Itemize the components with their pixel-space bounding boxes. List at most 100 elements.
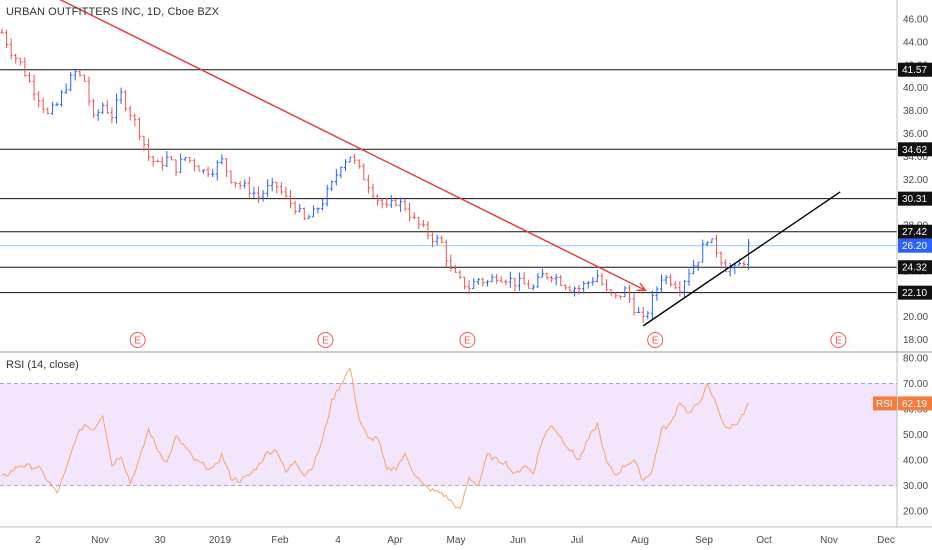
ohlc-bar	[719, 251, 723, 267]
ohlc-bar	[238, 181, 242, 190]
earnings-label: E	[652, 336, 659, 347]
ohlc-bar	[499, 276, 503, 283]
ohlc-bar	[266, 179, 270, 198]
ohlc-bar	[233, 181, 238, 188]
ohlc-bar	[55, 102, 59, 107]
ohlc-bar	[550, 275, 554, 283]
ohlc-bar	[211, 168, 215, 178]
ohlc-bar	[490, 273, 494, 283]
ohlc-bar	[215, 160, 219, 181]
ohlc-bar	[128, 105, 132, 121]
ohlc-bar	[641, 306, 645, 323]
ohlc-bar	[165, 151, 169, 168]
ohlc-bar	[348, 156, 352, 163]
ohlc-bar	[293, 200, 297, 215]
ohlc-bar	[41, 97, 45, 114]
earnings-circle	[647, 332, 664, 348]
ohlc-bar	[504, 279, 508, 285]
ohlc-bar	[389, 194, 393, 208]
price-tick-label: 18.00	[903, 335, 928, 346]
level-tag	[898, 285, 932, 300]
ohlc-bar	[481, 277, 485, 287]
ohlc-bar	[687, 268, 691, 286]
ohlc-bar	[46, 107, 50, 115]
earnings-marker: E	[647, 332, 664, 348]
downtrend-line	[59, 0, 646, 291]
ohlc-bar	[531, 284, 535, 291]
ohlc-bar	[430, 232, 435, 248]
ohlc-bar	[37, 91, 41, 108]
ohlc-bar	[32, 74, 36, 101]
rsi-tick-label: 50.00	[903, 430, 928, 441]
level-tag	[898, 224, 932, 239]
last-price-tag	[898, 238, 932, 253]
time-tick-label: Oct	[756, 535, 772, 546]
ohlc-bar	[659, 274, 664, 293]
price-tick-label: 46.00	[903, 15, 928, 26]
ohlc-bar	[69, 71, 73, 92]
ohlc-bar	[426, 221, 430, 240]
ohlc-bar	[559, 275, 563, 286]
ohlc-bar	[417, 216, 421, 230]
horizontal-levels	[0, 69, 897, 294]
ohlc-bar	[298, 204, 302, 213]
price-tick-label: 34.00	[903, 152, 928, 163]
ohlc-bar	[321, 198, 325, 211]
ohlc-bar	[733, 263, 737, 275]
earnings-marker: E	[830, 332, 847, 348]
ohlc-bar	[14, 53, 18, 64]
ohlc-bar	[517, 272, 522, 291]
downtrend-arrowhead	[636, 282, 647, 292]
rsi-value-tag	[898, 396, 932, 411]
ohlc-bar	[311, 205, 316, 218]
ohlc-bar	[343, 159, 348, 172]
ohlc-bar	[696, 261, 700, 271]
last-price-label: 26.20	[902, 241, 927, 252]
ohlc-bar	[513, 277, 517, 292]
ohlc-bar	[366, 174, 370, 194]
rsi-tick-label: 80.00	[903, 354, 928, 365]
price-bars	[0, 28, 751, 323]
time-tick-label: 2	[35, 535, 41, 546]
ohlc-bar	[339, 166, 343, 179]
ohlc-bar	[614, 292, 618, 299]
time-tick-label: Jun	[510, 535, 526, 546]
time-tick-label: Jul	[571, 535, 584, 546]
ohlc-bar	[646, 311, 650, 320]
ohlc-bar	[380, 198, 384, 209]
ohlc-bar	[133, 113, 137, 127]
ohlc-bar	[728, 263, 732, 277]
level-tag-label: 34.62	[902, 145, 927, 156]
rsi-value-tag-label: 62.19	[902, 399, 927, 410]
ohlc-bar	[664, 275, 668, 285]
ohlc-bar	[284, 186, 288, 200]
ohlc-bar	[146, 138, 151, 161]
ohlc-bar	[398, 197, 403, 212]
earnings-marker: E	[317, 332, 334, 348]
ohlc-bar	[270, 177, 274, 192]
ohlc-bar	[495, 273, 499, 284]
ohlc-bar	[485, 280, 490, 287]
ohlc-bar	[192, 158, 196, 172]
ohlc-bar	[151, 155, 155, 167]
ohlc-bar	[458, 269, 462, 279]
ohlc-bar	[453, 265, 458, 273]
price-tick-label: 20.00	[903, 312, 928, 323]
time-tick-label: Sep	[695, 535, 713, 546]
ohlc-bar	[50, 101, 54, 116]
ohlc-bar	[742, 261, 746, 268]
earnings-label: E	[134, 336, 141, 347]
time-tick-label: Apr	[387, 535, 403, 546]
time-tick-label: 4	[335, 535, 341, 546]
earnings-label: E	[835, 336, 842, 347]
ohlc-bar	[275, 181, 279, 194]
ohlc-bar	[160, 156, 164, 171]
ohlc-bar	[137, 117, 141, 141]
level-tag	[898, 191, 932, 206]
ohlc-bar	[600, 273, 604, 286]
ohlc-bar	[403, 199, 407, 212]
earnings-label: E	[322, 336, 329, 347]
ohlc-bar	[261, 189, 265, 202]
